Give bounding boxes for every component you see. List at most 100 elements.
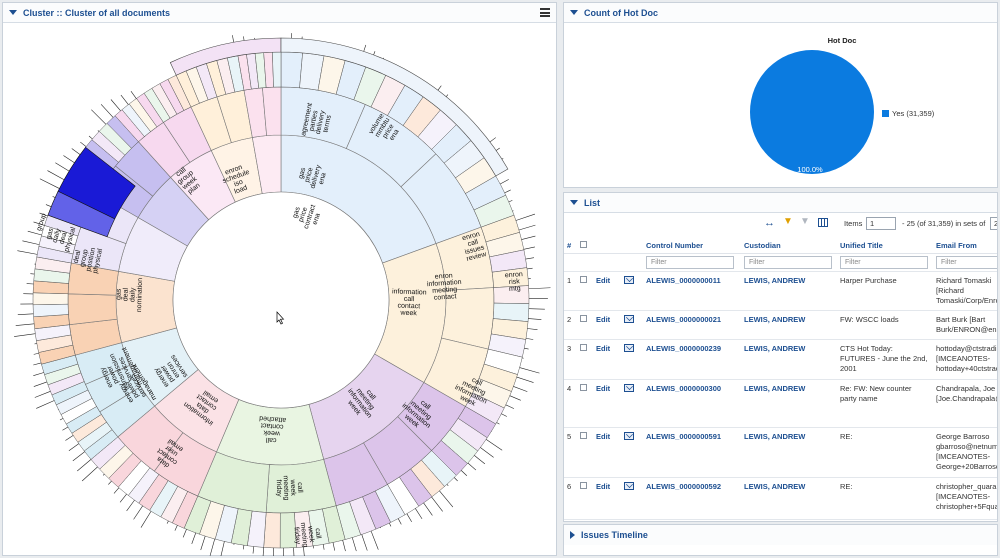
control-number[interactable]: ALEWIS_0000000300 <box>646 383 722 393</box>
cluster-leaf-line <box>527 267 533 270</box>
hamburger-menu-icon[interactable] <box>540 8 550 17</box>
cluster-leaf-line <box>303 546 305 556</box>
col-control-number[interactable]: Control Number <box>643 239 741 254</box>
col-custodian[interactable]: Custodian <box>741 239 837 254</box>
email-icon[interactable] <box>624 383 634 392</box>
clear-filter-icon[interactable]: ▼ <box>800 216 810 227</box>
filter-custodian[interactable]: Filter <box>744 255 832 269</box>
edit-link[interactable]: Edit <box>596 314 611 324</box>
cluster-leaf-line <box>34 391 51 398</box>
edit-link[interactable]: Edit <box>596 344 611 354</box>
cluster-label-energy-power-transmission: energypowertransmissionservicesmanagemen… <box>95 346 144 398</box>
table-row[interactable]: 6 Edit ALEWIS_0000000592 LEWIS, ANDREW RE: ch… <box>564 477 997 520</box>
cluster-segment[interactable] <box>280 51 303 89</box>
cluster-leaf-line <box>80 141 87 147</box>
control-number[interactable]: ALEWIS_0000000021 <box>646 314 722 324</box>
cluster-segment[interactable] <box>272 51 282 88</box>
cluster-segment[interactable] <box>47 190 116 238</box>
edit-link[interactable]: Edit <box>596 275 611 285</box>
email-icon[interactable] <box>624 275 634 284</box>
edit-link[interactable]: Edit <box>596 431 611 441</box>
cluster-leaf-line <box>140 511 152 528</box>
edit-link[interactable]: Edit <box>596 481 611 491</box>
cluster-segment-highlight[interactable] <box>57 146 136 220</box>
row-checkbox[interactable] <box>580 314 587 322</box>
cluster-leaf-line <box>33 221 45 226</box>
cluster-label-word: position <box>85 247 97 272</box>
edit-link[interactable]: Edit <box>596 383 611 393</box>
table-row[interactable]: 4 Edit ALEWIS_0000000300 LEWIS, ANDREW Re: F… <box>564 379 997 428</box>
cluster-label-call-week-meeting-2: callweekmeetingfriday <box>292 521 322 549</box>
cluster-segment[interactable] <box>280 37 509 177</box>
email-icon[interactable] <box>624 314 634 323</box>
cluster-label-gas-deal-daily: gasdealdailynomination <box>115 277 144 312</box>
cluster-leaf-line <box>36 400 55 409</box>
custodian: LEWIS, ANDREW <box>744 344 806 354</box>
legend-label-yes[interactable]: Yes (31,359) <box>892 109 935 118</box>
expand-icon[interactable] <box>570 531 575 539</box>
cluster-leaf-line <box>515 213 536 221</box>
page-input[interactable]: 1 <box>866 217 896 230</box>
control-number[interactable]: ALEWIS_0000000591 <box>646 431 722 441</box>
cluster-label-gas-price-delivery: gaspricedeliveryena <box>296 160 329 191</box>
filter-icon[interactable]: ▼ <box>783 216 793 227</box>
hot-doc-panel-header[interactable]: Count of Hot Doc <box>564 3 997 23</box>
col-unified-title[interactable]: Unified Title <box>837 239 933 254</box>
cluster-label-word: meeting <box>432 286 457 295</box>
cluster-panel-header[interactable]: Cluster :: Cluster of all documents <box>3 3 556 23</box>
table-row[interactable]: 5 Edit ALEWIS_0000000591 LEWIS, ANDREW RE: Ge… <box>564 427 997 478</box>
cluster-label-word: nomination <box>136 278 144 313</box>
cluster-segment[interactable] <box>263 512 281 549</box>
cluster-leaf-line <box>519 367 540 374</box>
cluster-label-word: week <box>289 478 297 496</box>
control-number[interactable]: ALEWIS_0000000592 <box>646 481 722 491</box>
pie-slice-yes[interactable] <box>750 50 874 174</box>
row-checkbox[interactable] <box>580 275 587 283</box>
collapse-icon[interactable] <box>570 10 578 15</box>
table-row[interactable]: 3 Edit ALEWIS_0000000239 LEWIS, ANDREW CTS H… <box>564 339 997 380</box>
control-number[interactable]: ALEWIS_0000000239 <box>646 344 722 354</box>
cluster-leaf-line <box>431 496 443 512</box>
cluster-segment[interactable] <box>32 292 69 306</box>
cluster-sunburst[interactable]: agreementpartiesdeliverytermsgaspricedel… <box>3 24 556 556</box>
control-number[interactable]: ALEWIS_0000000011 <box>646 275 721 285</box>
cluster-label-word: meeting <box>282 475 290 500</box>
row-number: 4 <box>567 383 572 393</box>
cluster-label-word: call <box>265 436 276 444</box>
cluster-segment[interactable] <box>32 303 69 318</box>
cluster-leaf-line <box>17 250 38 255</box>
table-row[interactable]: 2 Edit ALEWIS_0000000021 LEWIS, ANDREW FW: W… <box>564 310 997 341</box>
set-size-input[interactable]: 25 <box>990 217 997 230</box>
custodian: LEWIS, ANDREW <box>744 481 806 491</box>
list-panel-header[interactable]: List <box>564 193 997 213</box>
list-table: # Control Number Custodian Unified Title… <box>564 239 997 520</box>
email-icon[interactable] <box>624 344 634 353</box>
expand-arrows-icon[interactable]: ↔ <box>764 217 775 229</box>
filter-email-from[interactable]: Filter <box>936 255 997 269</box>
row-checkbox[interactable] <box>580 344 587 352</box>
email-from: Chandrapala, Joe [Joe.Chandrapala@enron.… <box>936 383 997 403</box>
filter-unified-title[interactable]: Filter <box>840 255 928 269</box>
email-icon[interactable] <box>624 431 634 440</box>
row-checkbox[interactable] <box>580 481 587 489</box>
grid-view-icon[interactable] <box>818 218 828 227</box>
collapse-icon[interactable] <box>570 200 578 205</box>
col-email-from[interactable]: Email From <box>933 239 997 254</box>
cluster-leaf-line <box>119 493 127 503</box>
select-all-checkbox[interactable] <box>580 241 587 249</box>
cluster-segment[interactable] <box>67 293 118 326</box>
cluster-leaf-line <box>59 418 64 421</box>
email-icon[interactable] <box>624 481 634 490</box>
table-row[interactable]: 1 Edit ALEWIS_0000000011 LEWIS, ANDREW Harpe… <box>564 271 997 311</box>
cluster-leaf-line <box>174 525 178 531</box>
collapse-icon[interactable] <box>9 10 17 15</box>
cluster-label-word: week <box>306 525 315 543</box>
row-checkbox[interactable] <box>580 431 587 439</box>
cluster-leaf-line <box>15 323 35 326</box>
cluster-leaf-line <box>446 484 449 486</box>
row-checkbox[interactable] <box>580 383 587 391</box>
issues-timeline-header[interactable]: Issues Timeline <box>564 525 997 545</box>
filter-control-number[interactable]: Filter <box>646 255 734 269</box>
custodian: LEWIS, ANDREW <box>744 314 806 324</box>
cluster-leaf-line <box>110 99 121 112</box>
